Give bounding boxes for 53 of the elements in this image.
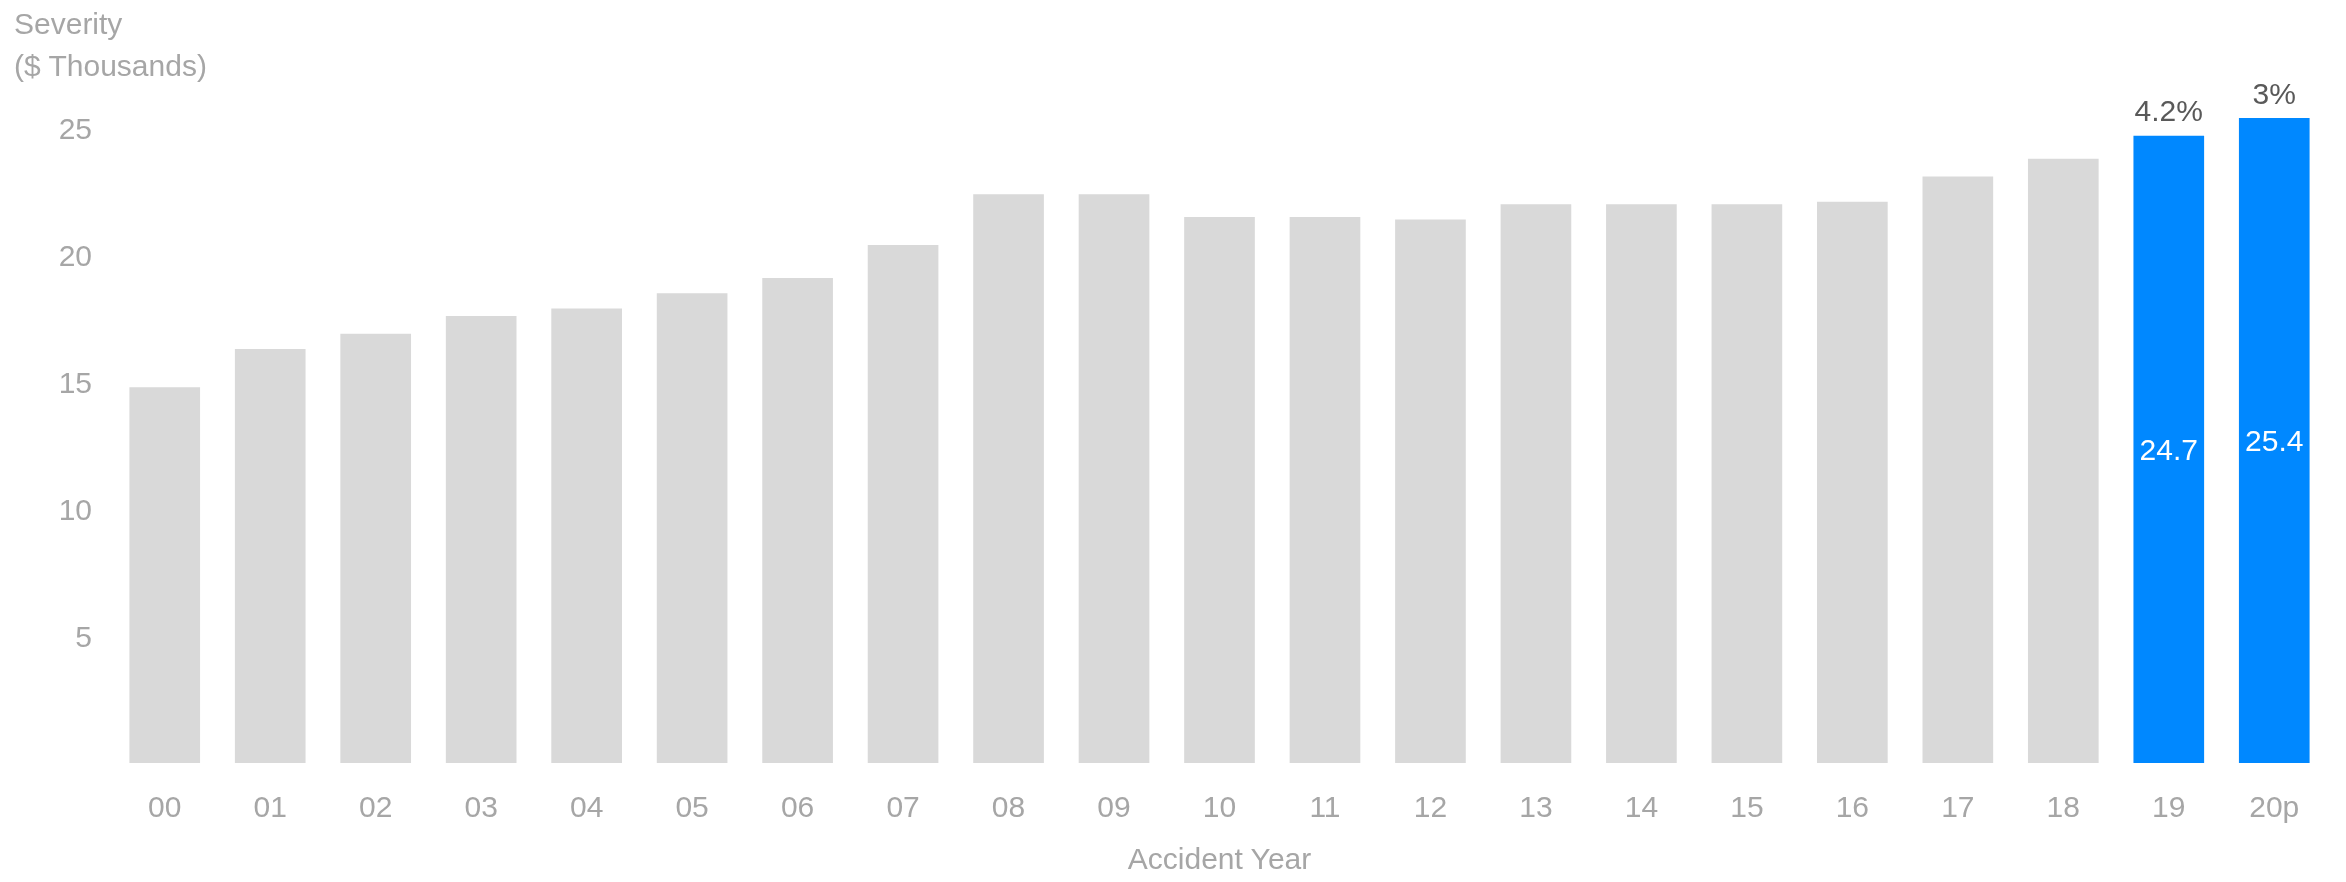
y-tick-label: 20 xyxy=(58,238,92,272)
x-tick-label: 04 xyxy=(569,789,604,823)
annotation: 4.2% xyxy=(2134,94,2203,128)
x-tick-label: 07 xyxy=(886,789,920,823)
bar xyxy=(1711,204,1783,763)
y-tick-label: 5 xyxy=(75,619,92,653)
x-tick-label: 05 xyxy=(675,789,709,823)
x-tick-label: 10 xyxy=(1202,789,1237,823)
bar xyxy=(762,277,833,763)
bar xyxy=(445,316,517,763)
x-tick-label: 03 xyxy=(464,789,498,823)
bar xyxy=(129,387,201,763)
x-tick-label: 13 xyxy=(1519,789,1553,823)
bar xyxy=(2133,135,2205,763)
bar xyxy=(1289,217,1361,763)
x-tick-label: 20p xyxy=(2249,789,2300,823)
x-tick-label: 19 xyxy=(2152,789,2186,823)
bar xyxy=(1606,204,1677,763)
bar xyxy=(1184,217,1255,763)
x-tick-label: 08 xyxy=(991,789,1026,823)
data-label: 25.4 xyxy=(2245,424,2304,457)
bar xyxy=(973,194,1044,763)
x-tick-label: 18 xyxy=(2046,789,2080,823)
y-tick-label: 25 xyxy=(58,111,92,145)
annotation: 3% xyxy=(2252,76,2296,110)
x-tick-label: 17 xyxy=(1941,789,1975,823)
x-tick-label: 11 xyxy=(1309,789,1341,823)
x-axis-title: Accident Year xyxy=(1127,841,1312,875)
x-tick-label: 02 xyxy=(359,789,393,823)
bar xyxy=(656,293,728,763)
bar xyxy=(1078,194,1150,763)
bar xyxy=(1500,204,1572,763)
x-tick-label: 01 xyxy=(253,789,287,823)
bar xyxy=(2238,118,2310,763)
bar xyxy=(1922,176,1994,763)
x-tick-label: 15 xyxy=(1730,789,1764,823)
bar xyxy=(867,244,939,763)
x-tick-label: 12 xyxy=(1413,789,1448,823)
bar xyxy=(1395,219,1466,763)
bar xyxy=(234,349,306,763)
x-tick-label: 14 xyxy=(1624,789,1659,823)
bar xyxy=(551,308,622,763)
x-tick-label: 06 xyxy=(780,789,815,823)
x-tick-label: 00 xyxy=(148,789,182,823)
bar xyxy=(340,333,412,763)
x-tick-label: 09 xyxy=(1097,789,1131,823)
y-axis-title: Severity ($ Thousands) xyxy=(14,6,207,82)
data-label: 24.7 xyxy=(2139,432,2198,466)
x-tick-label: 16 xyxy=(1835,789,1870,823)
y-tick-label: 10 xyxy=(58,492,92,526)
bar xyxy=(2027,158,2099,763)
y-tick-label: 15 xyxy=(58,365,92,399)
bar xyxy=(1817,201,1888,763)
